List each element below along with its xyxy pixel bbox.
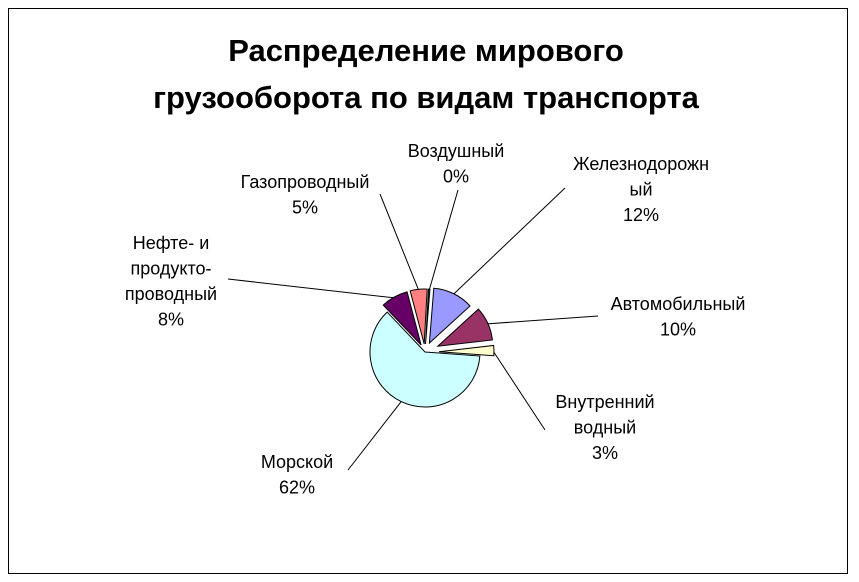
chart-title-line-2: грузооборота по видам транспорта (153, 80, 700, 115)
slice-label: Внутренний водный 3% (555, 392, 654, 463)
slice-label: Автомобильный 10% (611, 294, 746, 340)
leader-line (227, 278, 395, 299)
pie-slice (438, 344, 495, 357)
pie-slice (409, 288, 428, 345)
pie-slice (382, 291, 422, 346)
chart-title-line-1: Распределение мирового (228, 33, 624, 68)
pie-slice (428, 287, 471, 345)
leader-line (452, 187, 566, 295)
pie-slice (436, 308, 493, 347)
leader-line (347, 400, 403, 471)
leader-line (486, 315, 599, 325)
leader-lines (227, 187, 599, 471)
slice-labels: Железнодорожн ый 12% Автомобильный 10% Внутре… (125, 141, 745, 498)
leader-line (492, 350, 546, 431)
leader-line (379, 193, 420, 291)
leader-line (428, 189, 459, 291)
slice-label: Железнодорожн ый 12% (573, 154, 709, 225)
slice-label: Воздушный 0% (408, 141, 505, 187)
slice-label: Нефте- и продукто-проводный 8% (125, 233, 217, 330)
pie-slices (369, 287, 495, 408)
slice-label: Морской 62% (261, 452, 333, 498)
pie-slice (425, 288, 431, 345)
slice-label: Газопроводный 5% (241, 172, 370, 218)
pie-slice (369, 311, 481, 408)
